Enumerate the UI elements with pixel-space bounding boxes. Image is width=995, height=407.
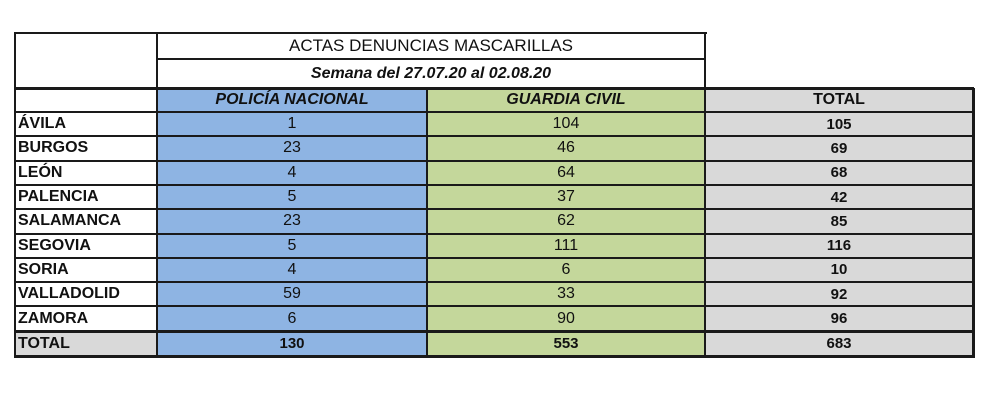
grid-line [704,32,706,88]
province-cell: ZAMORA [14,306,157,331]
header-guardia-civil: GUARDIA CIVIL [427,88,705,112]
guardia-cell: 37 [427,184,705,210]
grid-line [704,88,706,357]
grid-line [14,32,707,34]
province-cell: SORIA [14,257,157,283]
totals-guardia: 553 [427,331,705,356]
policia-cell: 5 [157,184,427,210]
province-cell: SALAMANCA [14,209,157,234]
guardia-cell: 111 [427,233,705,258]
total-cell: 116 [705,233,973,258]
grid-line [156,32,158,357]
grid-line [14,159,974,162]
grid-line [426,88,428,357]
grid-line [14,135,974,138]
grid-line [14,208,974,211]
totals-total: 683 [705,331,973,356]
policia-cell: 23 [157,136,427,161]
header-blank-cell [14,88,157,112]
policia-cell: 5 [157,233,427,258]
grid-line [14,329,974,333]
guardia-cell: 46 [427,136,705,161]
grid-line [14,355,975,358]
guardia-cell: 90 [427,306,705,331]
grid-line [14,111,974,113]
policia-cell: 6 [157,306,427,331]
policia-cell: 59 [157,282,427,307]
totals-policia: 130 [157,331,427,356]
total-cell: 10 [705,257,973,283]
totals-label: TOTAL [14,331,157,356]
grid-line [14,87,974,90]
total-cell: 42 [705,184,973,210]
corner-blank-cell [14,32,157,88]
total-cell: 69 [705,136,973,161]
guardia-cell: 62 [427,209,705,234]
total-cell: 68 [705,160,973,185]
header-total: TOTAL [705,88,973,112]
grid-line [14,183,974,186]
policia-cell: 1 [157,112,427,137]
guardia-cell: 104 [427,112,705,137]
grid-line [157,58,705,60]
province-cell: PALENCIA [14,184,157,210]
policia-cell: 4 [157,257,427,283]
total-cell: 96 [705,306,973,331]
table-subtitle: Semana del 27.07.20 al 02.08.20 [157,59,705,88]
table-title: ACTAS DENUNCIAS MASCARILLAS [157,32,705,59]
province-cell: VALLADOLID [14,282,157,307]
grid-line [14,232,974,235]
total-cell: 105 [705,112,973,137]
province-cell: ÁVILA [14,112,157,137]
province-cell: BURGOS [14,136,157,161]
grid-line [14,305,974,308]
grid-line [14,281,974,284]
grid-line [14,256,974,259]
province-cell: LEÓN [14,160,157,185]
grid-line [972,88,975,357]
grid-line [14,32,16,357]
header-policia-nacional: POLICÍA NACIONAL [157,88,427,112]
total-cell: 92 [705,282,973,307]
policia-cell: 23 [157,209,427,234]
guardia-cell: 33 [427,282,705,307]
total-cell: 85 [705,209,973,234]
guardia-cell: 64 [427,160,705,185]
guardia-cell: 6 [427,257,705,283]
province-cell: SEGOVIA [14,233,157,258]
policia-cell: 4 [157,160,427,185]
